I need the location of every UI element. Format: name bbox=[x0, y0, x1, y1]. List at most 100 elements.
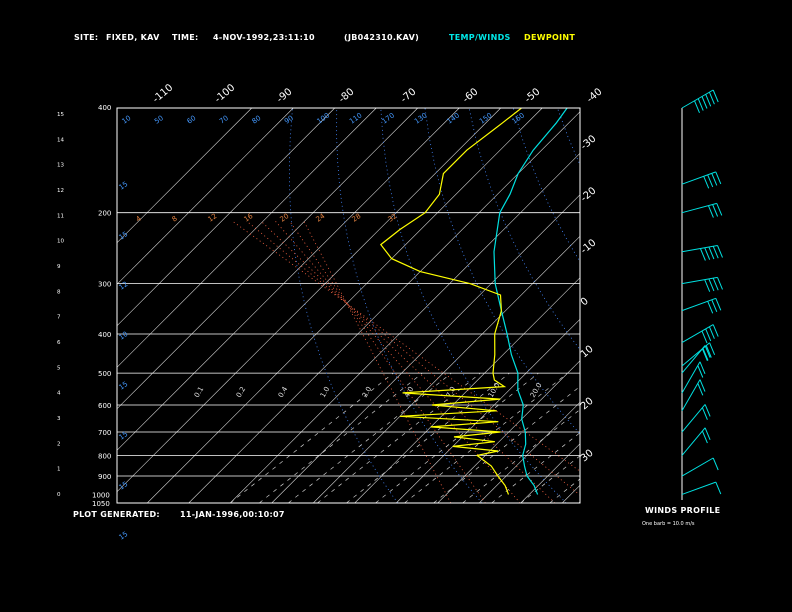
wind-barb-flag bbox=[712, 324, 719, 337]
wind-barb-flag bbox=[697, 383, 704, 396]
top-temp-label: -90 bbox=[275, 86, 295, 105]
height-tick-label: 13 bbox=[57, 163, 64, 169]
mixing-ratio-line bbox=[433, 385, 580, 503]
isotherm-line bbox=[604, 108, 792, 503]
moist-adiabat bbox=[303, 221, 452, 503]
moist-adiabat-label: 12 bbox=[207, 212, 219, 224]
wind-barb-flag bbox=[699, 379, 706, 392]
wind-barb-staff bbox=[681, 457, 714, 477]
chart-frame bbox=[116, 107, 581, 504]
wind-barb-flag bbox=[707, 301, 714, 314]
height-tick-label: 1 bbox=[57, 467, 61, 473]
wind-barb-flag bbox=[715, 298, 722, 311]
dry-adiabat bbox=[512, 108, 580, 263]
wind-barb-flag bbox=[699, 248, 706, 261]
height-tick-label: 6 bbox=[57, 340, 61, 346]
mixing-ratio-line bbox=[346, 372, 510, 503]
wind-barb-flag bbox=[704, 404, 711, 417]
theta-label: 15 bbox=[118, 380, 130, 392]
dry-adiabat bbox=[380, 108, 567, 503]
dry-adiabat bbox=[336, 108, 483, 503]
pressure-tick-label: 1000 bbox=[92, 491, 110, 499]
wind-barb-flag bbox=[711, 173, 718, 186]
wind-barb-staff bbox=[681, 481, 716, 495]
wind-barb-staff bbox=[681, 404, 706, 433]
wind-barb-flag bbox=[701, 407, 708, 420]
wind-barb-flag bbox=[708, 92, 715, 105]
wind-barb-staff bbox=[681, 297, 716, 312]
dewpoint-profile bbox=[379, 108, 522, 495]
wind-barb-flag bbox=[701, 330, 708, 344]
dry-adiabat bbox=[424, 108, 580, 435]
isotherm-line bbox=[437, 360, 580, 503]
wind-barb-staff bbox=[681, 361, 701, 394]
wind-barb-staff bbox=[681, 342, 710, 367]
right-temp-label: -30 bbox=[579, 133, 599, 152]
time-label: TIME: bbox=[172, 33, 199, 42]
mixing-ratio-line bbox=[549, 478, 580, 503]
wind-barb-flag bbox=[694, 100, 700, 113]
height-tick-label: 2 bbox=[57, 441, 61, 447]
dry-adiabat bbox=[288, 108, 399, 503]
wind-barb-flag bbox=[703, 176, 710, 189]
moist-adiabat-label: 16 bbox=[243, 212, 255, 224]
wind-barb-flag bbox=[701, 348, 708, 361]
moist-adiabat bbox=[260, 220, 556, 503]
mixing-ratio-label: 7.0 bbox=[445, 385, 457, 399]
dry-adiabat-label: 70 bbox=[218, 114, 230, 126]
isotherm-line bbox=[313, 235, 580, 503]
wind-barb-staff bbox=[681, 171, 716, 185]
barb-scale-note: One barb = 10.0 m/s bbox=[642, 521, 695, 527]
top-temp-label: -110 bbox=[151, 82, 175, 105]
isotherm-line bbox=[117, 108, 294, 285]
legend-dewpoint: DEWPOINT bbox=[524, 33, 576, 42]
top-temp-label: -50 bbox=[523, 86, 543, 105]
height-tick-label: 15 bbox=[57, 112, 64, 118]
dry-adiabat-label: 130 bbox=[413, 111, 429, 125]
wind-barb-flag bbox=[708, 326, 715, 339]
mixing-ratio-line bbox=[491, 432, 580, 503]
isotherm-line bbox=[479, 401, 580, 503]
wind-barb-staff bbox=[681, 427, 706, 456]
mixing-ratio-line bbox=[404, 372, 568, 503]
pressure-tick-label: 200 bbox=[98, 210, 111, 218]
wind-barb-flag bbox=[715, 171, 722, 185]
wind-barb-flag bbox=[709, 342, 716, 355]
wind-barb-staff bbox=[681, 245, 718, 253]
wind-barb-flag bbox=[701, 430, 708, 444]
height-tick-label: 3 bbox=[57, 416, 61, 422]
mixing-ratio-label: 0.1 bbox=[193, 385, 205, 399]
wind-barb-flag bbox=[715, 481, 722, 495]
wind-barb-staff bbox=[681, 379, 701, 412]
dry-adiabat-label: 170 bbox=[381, 111, 397, 125]
height-tick-label: 14 bbox=[57, 137, 64, 143]
wind-barb-staff bbox=[681, 324, 714, 344]
dry-adiabat-label: 110 bbox=[348, 111, 364, 125]
moist-adiabat bbox=[246, 220, 580, 496]
isotherm-line bbox=[117, 108, 252, 244]
wind-barb-flag bbox=[704, 427, 711, 440]
wind-barb-staff bbox=[681, 276, 718, 285]
dry-adiabat bbox=[690, 108, 792, 503]
theta-label: 15 bbox=[118, 230, 130, 242]
mixing-ratio-line bbox=[317, 372, 481, 503]
wind-barb-flag bbox=[697, 365, 704, 378]
moist-adiabat-label: 24 bbox=[315, 212, 327, 224]
pressure-tick-label: 500 bbox=[98, 370, 111, 378]
isotherm-line bbox=[117, 108, 460, 451]
dry-adiabat bbox=[468, 108, 580, 351]
top-temp-label: -60 bbox=[461, 86, 481, 105]
pressure-tick-label: 600 bbox=[98, 402, 111, 410]
theta-label: 15 bbox=[118, 180, 130, 192]
dry-adiabat bbox=[734, 108, 792, 503]
mixing-ratio-line bbox=[608, 373, 771, 503]
winds-profile-title: WINDS PROFILE bbox=[645, 506, 721, 515]
top-temp-label: -100 bbox=[213, 82, 237, 105]
wind-barb-flag bbox=[716, 203, 723, 216]
theta-label: 10 bbox=[118, 330, 130, 342]
isotherm-line bbox=[354, 277, 580, 503]
dry-adiabat-label: 140 bbox=[446, 111, 462, 125]
wind-barb-flag bbox=[717, 277, 723, 290]
height-tick-label: 4 bbox=[57, 391, 61, 397]
